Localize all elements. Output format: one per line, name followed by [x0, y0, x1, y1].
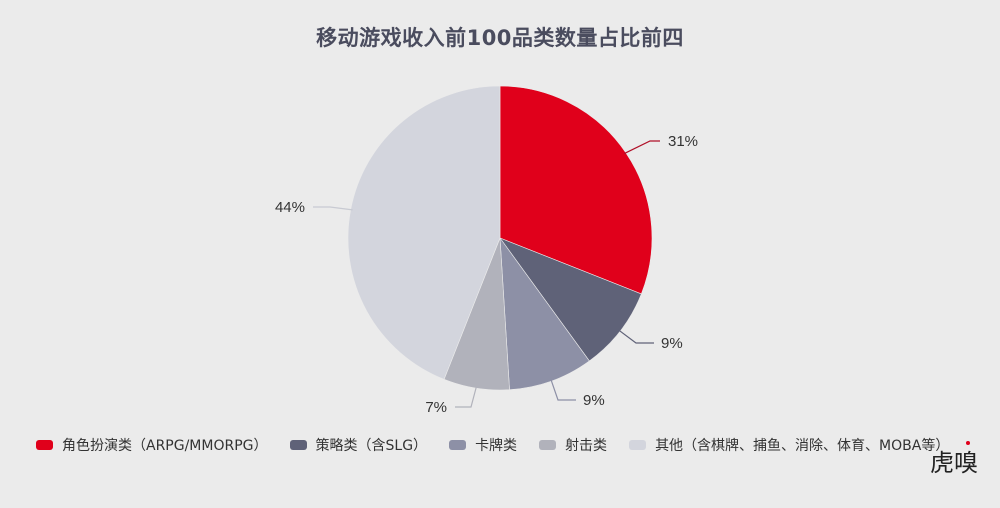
slice-percent-label: 31%: [668, 133, 698, 150]
legend-swatch: [449, 440, 467, 450]
legend-item-shooter[interactable]: 射击类: [539, 435, 607, 455]
slice-percent-label: 9%: [583, 392, 605, 409]
chart-title: 移动游戏收入前100品类数量占比前四: [316, 26, 684, 50]
legend-swatch: [539, 440, 557, 450]
legend-item-other[interactable]: 其他（含棋牌、捕鱼、消除、体育、MOBA等）: [629, 435, 949, 455]
leader-line: [313, 206, 353, 211]
logo-dot-icon: [966, 441, 970, 445]
slice-percent-label: 44%: [275, 199, 305, 216]
legend-swatch: [289, 440, 307, 450]
leader-line: [623, 140, 660, 155]
leader-line: [618, 329, 654, 344]
legend-label: 角色扮演类（ARPG/MMORPG）: [62, 438, 268, 454]
legend-label: 射击类: [565, 438, 608, 454]
legend-label: 卡牌类: [475, 438, 518, 454]
legend: 角色扮演类（ARPG/MMORPG） 策略类（含SLG） 卡牌类 射击类 其他（…: [36, 435, 971, 455]
slice-percent-label: 9%: [661, 335, 683, 352]
legend-swatch: [36, 440, 53, 450]
legend-item-rpg[interactable]: 角色扮演类（ARPG/MMORPG）: [36, 435, 268, 455]
watermark-logo: 虎嗅: [930, 441, 978, 478]
slice-percent-label: 7%: [425, 399, 447, 416]
legend-item-card[interactable]: 卡牌类: [449, 435, 517, 455]
leader-line: [455, 385, 478, 408]
legend-label: 其他（含棋牌、捕鱼、消除、体育、MOBA等）: [655, 438, 950, 454]
leader-line: [550, 378, 576, 401]
legend-swatch: [629, 440, 647, 450]
legend-label: 策略类（含SLG）: [315, 438, 428, 454]
legend-item-strategy[interactable]: 策略类（含SLG）: [289, 435, 428, 455]
watermark-text: 虎嗅: [930, 449, 978, 477]
